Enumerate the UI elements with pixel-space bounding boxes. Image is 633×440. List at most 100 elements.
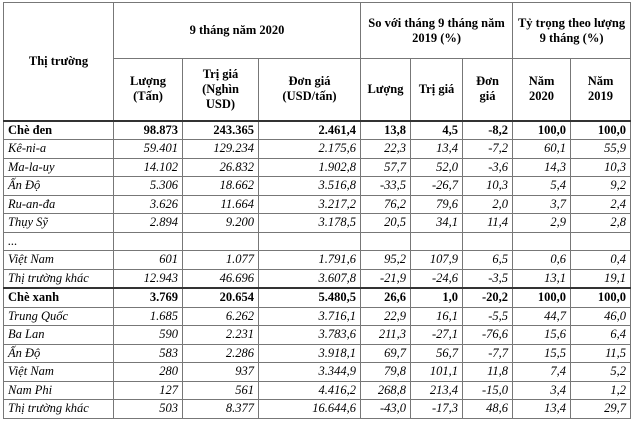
market-cell: ... xyxy=(3,231,114,251)
subheader-cell: Đơn giá xyxy=(462,58,514,121)
value-cell: 16.644,6 xyxy=(257,399,362,419)
table-row: Thụy Sỹ 2.894 9.200 3.178,5 20,5 34,1 11,4 2,9 2… xyxy=(3,213,632,233)
market-cell: Việt Nam xyxy=(3,250,114,270)
value-cell: 22,3 xyxy=(360,139,412,159)
value-cell xyxy=(512,231,572,251)
value-cell: 56,7 xyxy=(410,343,464,363)
value-cell: 46,0 xyxy=(570,306,632,326)
market-cell: Ấn Độ xyxy=(3,176,114,196)
value-cell: 60,1 xyxy=(512,139,572,159)
header-cell: Tỷ trọng theo lượng 9 tháng (%) xyxy=(512,2,632,59)
value-cell: 1,2 xyxy=(570,380,632,400)
value-cell: 503 xyxy=(113,399,183,419)
market-cell: Ấn Độ xyxy=(3,343,114,363)
value-cell: 1.685 xyxy=(113,306,183,326)
value-cell: 268,8 xyxy=(360,380,412,400)
value-cell: 11,4 xyxy=(462,213,514,233)
value-cell: 18.662 xyxy=(182,176,259,196)
subheader-cell: Lượng (Tấn) xyxy=(113,58,183,121)
value-cell: 59.401 xyxy=(113,139,183,159)
value-cell: 100,0 xyxy=(512,287,572,308)
value-cell: 3.178,5 xyxy=(257,213,362,233)
subheader-cell: Đơn giá (USD/tấn) xyxy=(257,58,362,121)
value-cell: 20.654 xyxy=(182,287,259,308)
value-cell: 2.231 xyxy=(182,325,259,345)
value-cell: 3.516,8 xyxy=(257,176,362,196)
value-cell: -26,7 xyxy=(410,176,464,196)
value-cell: 100,0 xyxy=(512,120,572,140)
value-cell: 2.894 xyxy=(113,213,183,233)
value-cell: 55,9 xyxy=(570,139,632,159)
value-cell: -3,5 xyxy=(462,268,514,289)
value-cell: -5,5 xyxy=(462,306,514,326)
value-cell: -7,2 xyxy=(462,139,514,159)
value-cell: -21,9 xyxy=(360,268,412,289)
market-cell: Nam Phi xyxy=(3,380,114,400)
value-cell: 7,4 xyxy=(512,362,572,382)
value-cell: 0,6 xyxy=(512,250,572,270)
value-cell: 6,4 xyxy=(570,325,632,345)
value-cell: 3.769 xyxy=(113,287,183,308)
subheader-cell: Trị giá xyxy=(410,58,464,121)
value-cell: 2.286 xyxy=(182,343,259,363)
value-cell: 1.902,8 xyxy=(257,157,362,177)
value-cell: 46.696 xyxy=(182,268,259,289)
value-cell: 107,9 xyxy=(410,250,464,270)
table-row: Trung Quốc 1.685 6.262 3.716,1 22,9 16,1 -5,5 4… xyxy=(3,306,632,326)
value-cell: -76,6 xyxy=(462,325,514,345)
value-cell: 2.461,4 xyxy=(257,120,362,140)
value-cell: 11,8 xyxy=(462,362,514,382)
market-cell: Thị trường khác xyxy=(3,399,114,419)
value-cell: 9,2 xyxy=(570,176,632,196)
value-cell: 52,0 xyxy=(410,157,464,177)
value-cell: 3.607,8 xyxy=(257,268,362,289)
market-cell: Chè đen xyxy=(3,120,114,140)
value-cell: 243.365 xyxy=(182,120,259,140)
value-cell: 13,4 xyxy=(512,399,572,419)
value-cell: 127 xyxy=(113,380,183,400)
table-row: Ma-la-uy 14.102 26.832 1.902,8 57,7 52,0 -3,6 1… xyxy=(3,157,632,177)
subheader-cell: Năm 2019 xyxy=(570,58,632,121)
value-cell: 583 xyxy=(113,343,183,363)
value-cell: 34,1 xyxy=(410,213,464,233)
market-cell: Thụy Sỹ xyxy=(3,213,114,233)
table-row: Chè xanh 3.769 20.654 5.480,5 26,6 1,0 -20,2 10… xyxy=(3,287,632,308)
value-cell: 1,0 xyxy=(410,287,464,308)
value-cell: 2,9 xyxy=(512,213,572,233)
value-cell: 16,1 xyxy=(410,306,464,326)
value-cell: 5,2 xyxy=(570,362,632,382)
value-cell: 15,6 xyxy=(512,325,572,345)
value-cell xyxy=(462,231,514,251)
value-cell: 100,0 xyxy=(570,287,632,308)
subheader-cell: Trị giá (Nghìn USD) xyxy=(182,58,259,121)
value-cell: -8,2 xyxy=(462,120,514,140)
value-cell: 3.626 xyxy=(113,194,183,214)
value-cell: 4,5 xyxy=(410,120,464,140)
value-cell xyxy=(113,231,183,251)
table-row: Việt Nam 601 1.077 1.791,6 95,2 107,9 6,5 0,6 0,… xyxy=(3,250,632,270)
value-cell: 13,1 xyxy=(512,268,572,289)
value-cell: 211,3 xyxy=(360,325,412,345)
value-cell: 3,4 xyxy=(512,380,572,400)
value-cell: 8.377 xyxy=(182,399,259,419)
value-cell: 280 xyxy=(113,362,183,382)
value-cell: 44,7 xyxy=(512,306,572,326)
market-cell: Ru-an-đa xyxy=(3,194,114,214)
value-cell: 1.077 xyxy=(182,250,259,270)
value-cell xyxy=(570,231,632,251)
header-cell: So với tháng 9 tháng năm 2019 (%) xyxy=(360,2,514,59)
table-row: Kê-ni-a 59.401 129.234 2.175,6 22,3 13,4 -7,2 6… xyxy=(3,139,632,159)
value-cell: 26.832 xyxy=(182,157,259,177)
header-cell: Thị trường xyxy=(3,2,114,121)
value-cell: -24,6 xyxy=(410,268,464,289)
value-cell: 57,7 xyxy=(360,157,412,177)
value-cell: -27,1 xyxy=(410,325,464,345)
value-cell: 2,0 xyxy=(462,194,514,214)
value-cell: 76,2 xyxy=(360,194,412,214)
market-cell: Ma-la-uy xyxy=(3,157,114,177)
value-cell: 5.480,5 xyxy=(257,287,362,308)
value-cell: 100,0 xyxy=(570,120,632,140)
table-row: Ru-an-đa 3.626 11.664 3.217,2 76,2 79,6 2,0 3,7… xyxy=(3,194,632,214)
value-cell: 1.791,6 xyxy=(257,250,362,270)
